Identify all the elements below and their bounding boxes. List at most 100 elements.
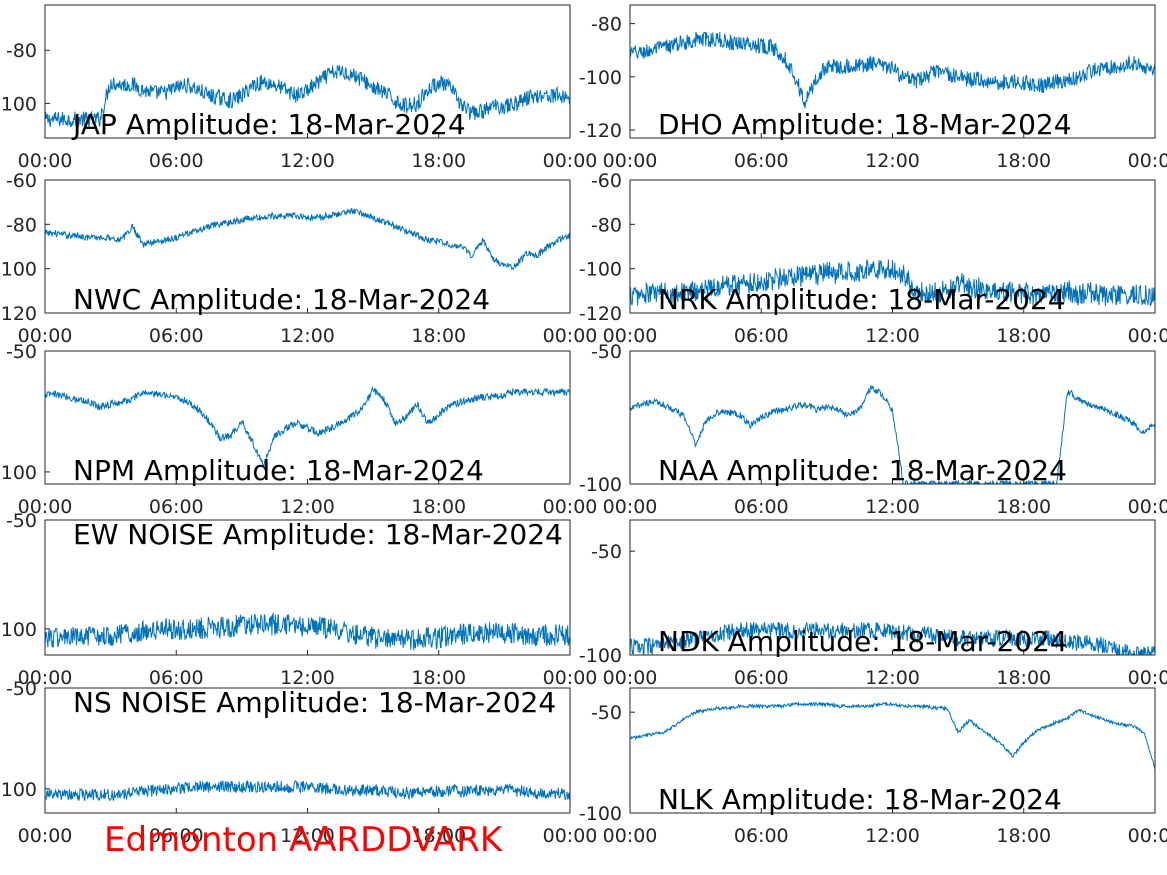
y-tick-label: -50 <box>591 341 622 363</box>
x-tick-label: 12:00 <box>280 667 335 689</box>
x-tick-label: 18:00 <box>996 667 1051 689</box>
panel-title: NRK Amplitude: 18-Mar-2024 <box>658 283 1066 316</box>
x-tick-label: 00:00 <box>18 325 73 347</box>
series-line <box>45 611 570 651</box>
y-tick-label: 120 <box>1 303 37 325</box>
x-tick-label: 06:00 <box>149 825 204 847</box>
x-tick-label: 18:00 <box>996 150 1051 172</box>
x-tick-label: 00:00 <box>1128 496 1167 518</box>
x-tick-label: 18:00 <box>411 325 466 347</box>
x-tick-label: 00:00 <box>543 325 598 347</box>
y-tick-label: -100 <box>579 474 622 496</box>
x-tick-label: 06:00 <box>734 150 789 172</box>
x-tick-label: 00:00 <box>603 150 658 172</box>
panel-ew-noise: -50 100 00:00 06:00 12:00 18:00 00:00 EW NOISE … <box>1 510 598 689</box>
x-tick-label: 12:00 <box>865 150 920 172</box>
x-tick-label: 00:00 <box>18 825 73 847</box>
x-tick-label: 12:00 <box>280 325 335 347</box>
x-tick-label: 06:00 <box>734 496 789 518</box>
x-tick-label: 18:00 <box>996 825 1051 847</box>
y-tick-label: -50 <box>591 541 622 563</box>
y-tick-label: -80 <box>6 214 37 236</box>
panel-title: JAP Amplitude: 18-Mar-2024 <box>71 108 466 141</box>
y-tick-label: -100 <box>579 259 622 281</box>
x-tick-label: 06:00 <box>149 325 204 347</box>
y-tick-label: 100 <box>1 779 37 801</box>
panel-title: NDK Amplitude: 18-Mar-2024 <box>658 625 1068 658</box>
station-label: Edmonton AARDDVARK <box>104 820 503 860</box>
x-tick-label: 00:00 <box>1128 667 1167 689</box>
x-tick-label: 18:00 <box>411 667 466 689</box>
y-tick-label: -100 <box>579 67 622 89</box>
x-tick-label: 12:00 <box>865 825 920 847</box>
panel-ns-noise: -50 100 00:00 06:00 12:00 18:00 00:00 NS NOISE … <box>1 678 598 847</box>
x-tick-label: 00:00 <box>603 825 658 847</box>
series-line <box>630 701 1155 770</box>
panel-title: NPM Amplitude: 18-Mar-2024 <box>73 454 484 487</box>
x-tick-label: 12:00 <box>280 825 335 847</box>
x-tick-label: 06:00 <box>734 667 789 689</box>
x-tick-label: 06:00 <box>734 825 789 847</box>
x-tick-label: 18:00 <box>996 325 1051 347</box>
panel-title: NWC Amplitude: 18-Mar-2024 <box>73 283 490 316</box>
x-tick-label: 12:00 <box>865 496 920 518</box>
y-tick-label: -50 <box>6 678 37 700</box>
y-tick-label: -50 <box>591 702 622 724</box>
series-line <box>45 207 570 271</box>
series-line <box>630 621 1155 655</box>
y-tick-label: -80 <box>6 40 37 62</box>
y-tick-label: 100 <box>1 462 37 484</box>
series-line <box>45 386 570 469</box>
series-line <box>45 779 570 802</box>
y-tick-label: -50 <box>6 510 37 532</box>
x-tick-label: 00:00 <box>603 496 658 518</box>
x-tick-label: 06:00 <box>149 496 204 518</box>
series-line <box>45 65 570 128</box>
x-tick-label: 00:00 <box>603 325 658 347</box>
y-tick-label: 100 <box>1 259 37 281</box>
x-tick-label: 06:00 <box>734 325 789 347</box>
panel-title: NAA Amplitude: 18-Mar-2024 <box>658 454 1067 487</box>
x-tick-label: 06:00 <box>149 667 204 689</box>
x-tick-label: 18:00 <box>411 496 466 518</box>
y-tick-label: 100 <box>1 93 37 115</box>
x-tick-label: 00:00 <box>603 667 658 689</box>
y-tick-label: -80 <box>591 14 622 36</box>
series-line <box>630 31 1155 109</box>
y-tick-label: 100 <box>1 619 37 641</box>
panel-nrk: -60-80-100-12000:0006:0012:0018:0000:00N… <box>579 170 1167 347</box>
x-tick-label: 00:00 <box>1128 150 1167 172</box>
y-tick-label: -100 <box>579 803 622 825</box>
x-tick-label: 00:00 <box>1128 325 1167 347</box>
panel-jap: -80 100 00:00 06:00 12:00 18:00 00:00 JAP Ampli… <box>1 4 598 172</box>
x-tick-label: 06:00 <box>149 150 204 172</box>
panel-dho: -80-100-12000:0006:0012:0018:0000:00DHO … <box>579 4 1167 172</box>
x-tick-label: 00:00 <box>543 150 598 172</box>
panel-title: DHO Amplitude: 18-Mar-2024 <box>658 108 1072 141</box>
x-tick-label: 18:00 <box>996 496 1051 518</box>
y-tick-label: -120 <box>579 120 622 142</box>
y-tick-label: -60 <box>6 170 37 192</box>
x-tick-label: 00:00 <box>18 667 73 689</box>
x-tick-label: 12:00 <box>280 150 335 172</box>
x-tick-label: 12:00 <box>865 325 920 347</box>
x-tick-label: 12:00 <box>280 496 335 518</box>
x-tick-label: 12:00 <box>865 667 920 689</box>
x-tick-label: 00:00 <box>18 150 73 172</box>
panel-title: EW NOISE Amplitude: 18-Mar-2024 <box>73 518 563 551</box>
y-tick-label: -80 <box>591 214 622 236</box>
x-tick-label: 00:00 <box>18 496 73 518</box>
y-tick-label: -60 <box>591 170 622 192</box>
y-tick-label: -100 <box>579 645 622 667</box>
x-tick-label: 18:00 <box>411 150 466 172</box>
x-tick-label: 00:00 <box>543 825 598 847</box>
panel-title: NLK Amplitude: 18-Mar-2024 <box>658 783 1062 816</box>
x-tick-label: 18:00 <box>411 825 466 847</box>
x-tick-label: 00:00 <box>543 667 598 689</box>
